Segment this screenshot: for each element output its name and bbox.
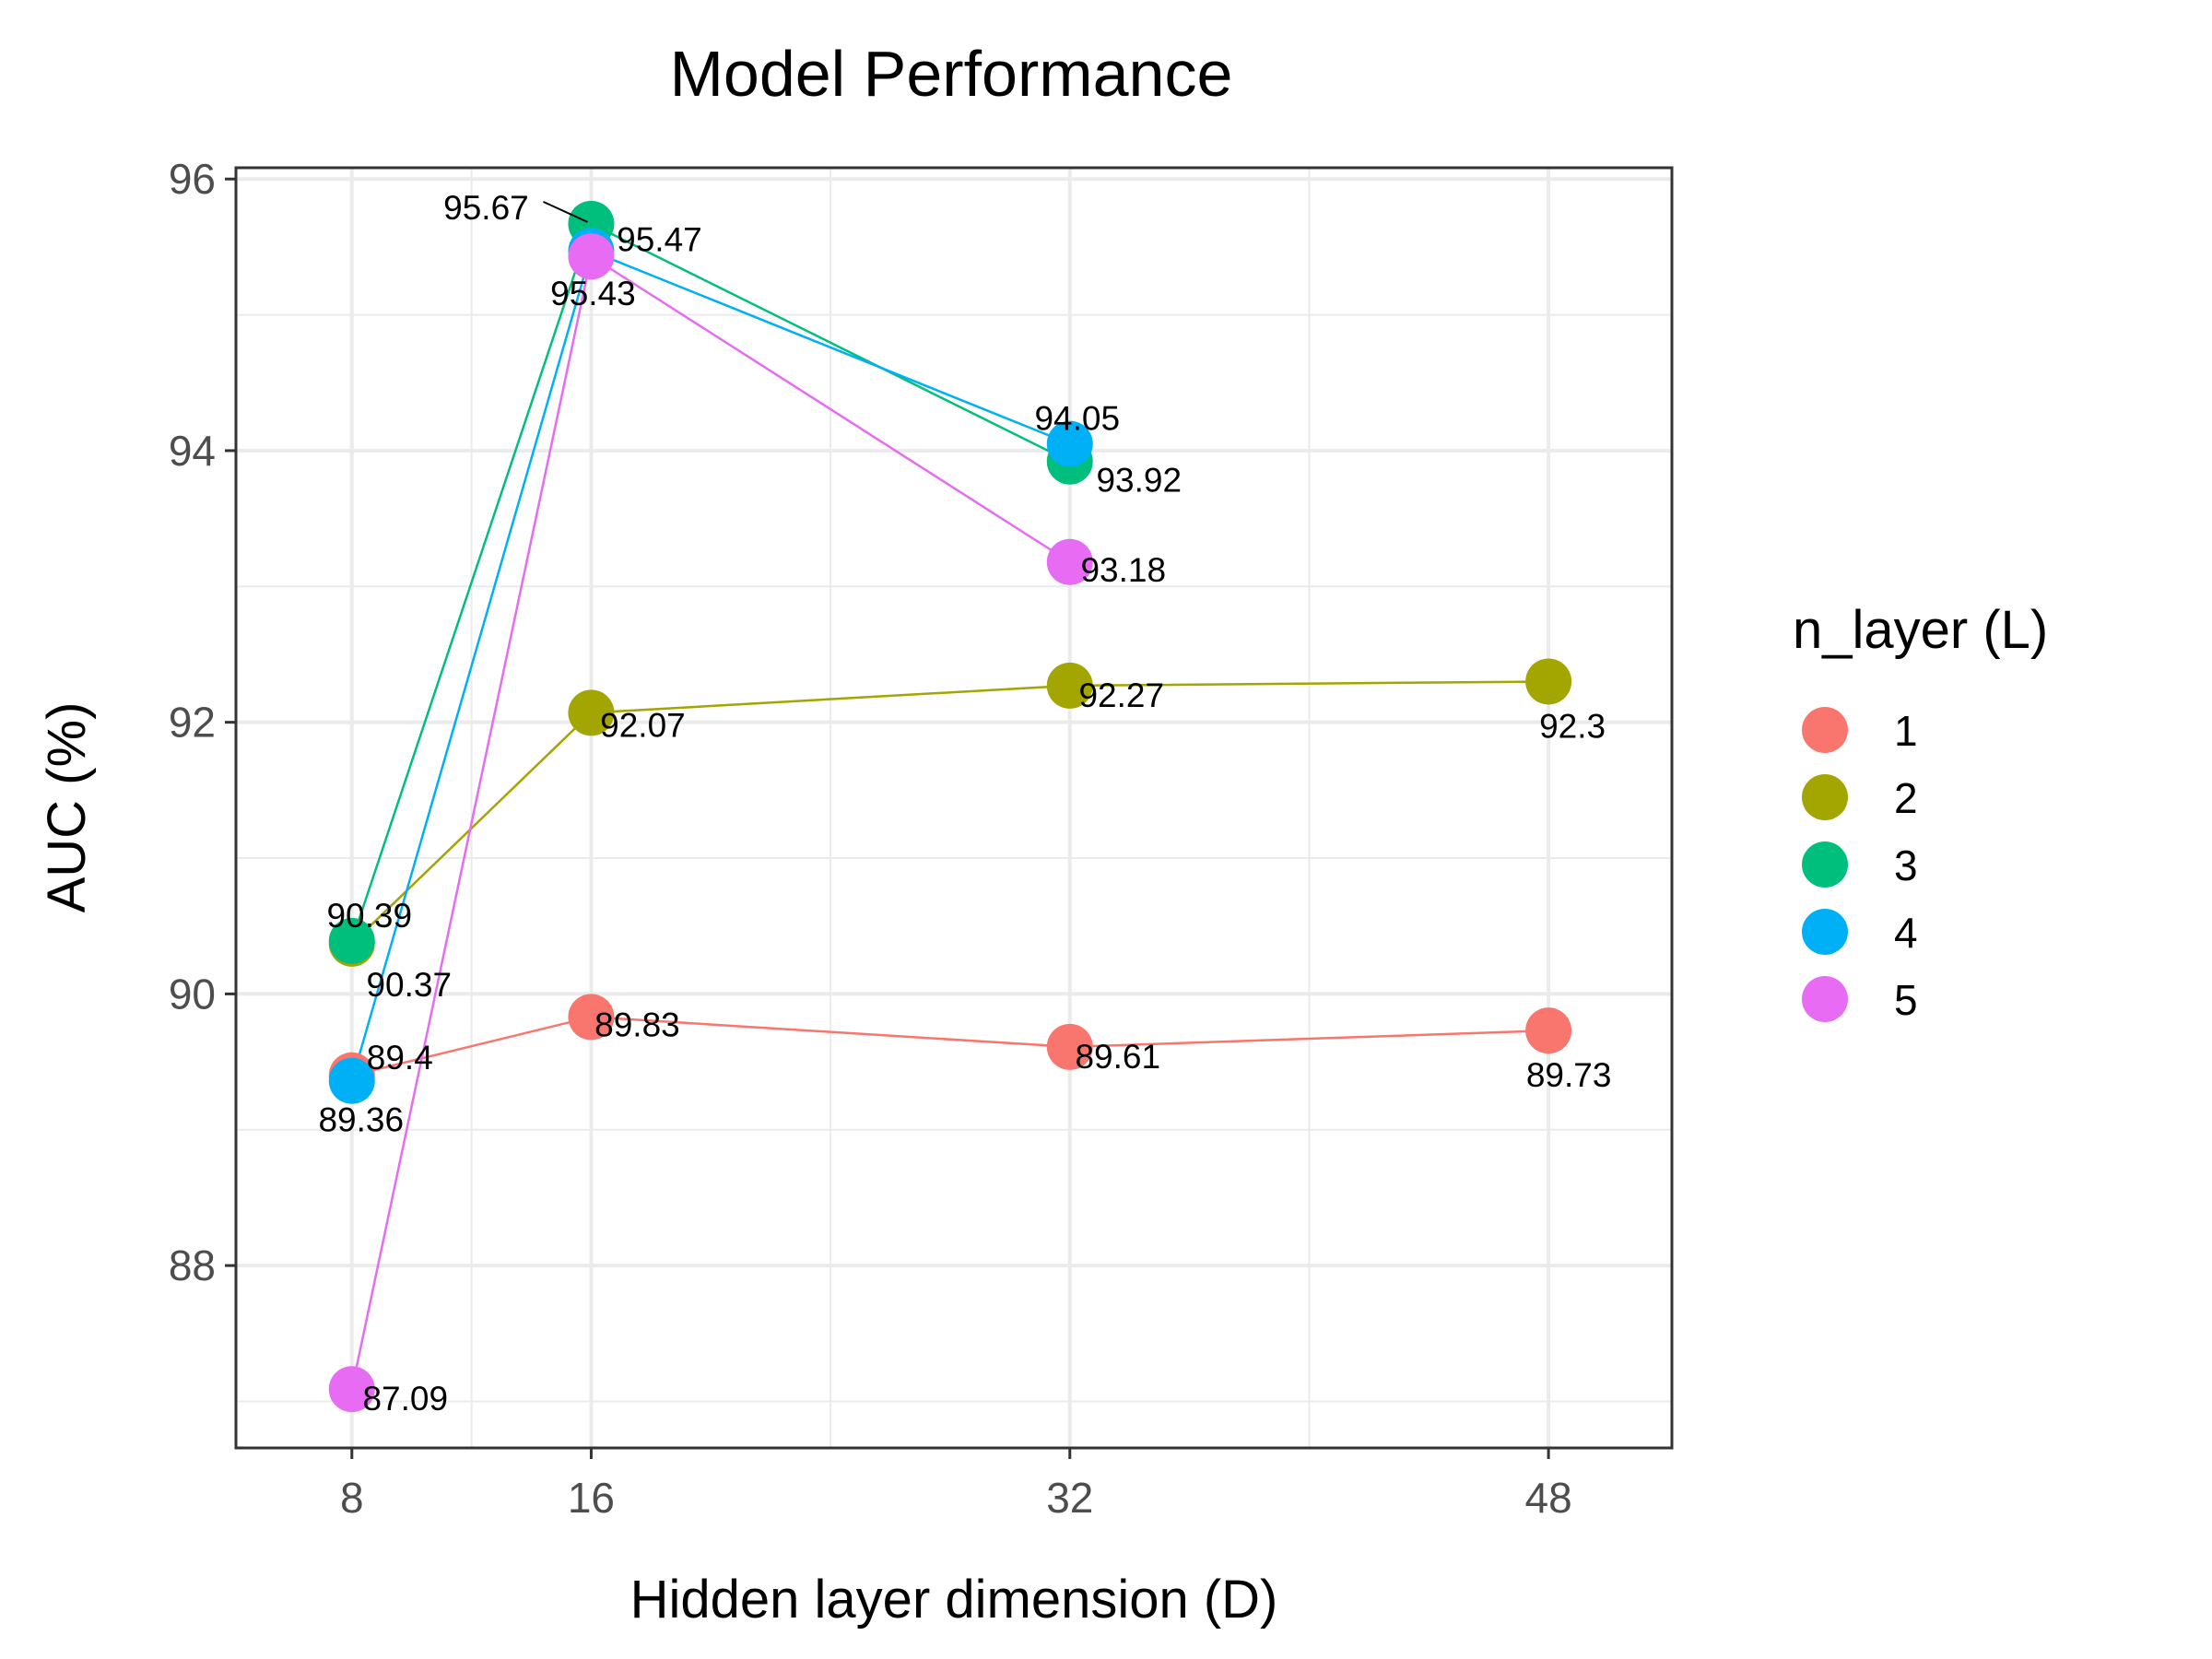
y-tick-label: 92 bbox=[169, 699, 216, 747]
data-point bbox=[1046, 420, 1093, 467]
data-label: 90.39 bbox=[326, 897, 412, 935]
data-point bbox=[328, 1057, 375, 1104]
chart-title: Model Performance bbox=[670, 38, 1233, 110]
x-tick-label: 16 bbox=[568, 1474, 615, 1522]
x-axis-title: Hidden layer dimension (D) bbox=[630, 1570, 1278, 1630]
series-5-points bbox=[328, 233, 1093, 1413]
x-tick-label: 8 bbox=[340, 1474, 364, 1522]
data-label: 93.92 bbox=[1096, 462, 1182, 500]
data-point bbox=[1525, 658, 1572, 705]
data-label: 92.27 bbox=[1078, 677, 1164, 714]
legend-title: n_layer (L) bbox=[1793, 600, 2048, 660]
grid-major bbox=[236, 168, 1672, 1448]
data-label: 95.47 bbox=[617, 220, 702, 258]
data-label: 89.83 bbox=[594, 1006, 680, 1043]
legend-label-4: 4 bbox=[1894, 909, 1918, 957]
y-tick-label: 94 bbox=[169, 427, 216, 475]
data-point bbox=[328, 1366, 375, 1413]
legend-key-5 bbox=[1802, 976, 1848, 1022]
plot-border bbox=[234, 166, 1674, 1450]
data-label: 89.73 bbox=[1526, 1056, 1612, 1094]
data-point bbox=[1046, 662, 1093, 709]
data-label: 89.36 bbox=[318, 1101, 404, 1139]
label-leader-line bbox=[543, 200, 588, 223]
data-label: 89.4 bbox=[367, 1039, 433, 1077]
x-tick-label: 32 bbox=[1046, 1474, 1093, 1522]
data-label: 92.07 bbox=[600, 706, 686, 744]
legend-key-3 bbox=[1802, 841, 1848, 888]
series-line bbox=[351, 1016, 1549, 1077]
data-label: 93.18 bbox=[1080, 551, 1166, 589]
data-point bbox=[328, 917, 375, 964]
data-label: 92.3 bbox=[1539, 707, 1606, 745]
data-label: 89.61 bbox=[1075, 1038, 1160, 1076]
grid-minor bbox=[236, 168, 1672, 1448]
data-point bbox=[568, 689, 615, 736]
legend-label-1: 1 bbox=[1894, 707, 1918, 755]
y-axis-title: AUC (%) bbox=[37, 702, 97, 913]
x-tick-label: 48 bbox=[1525, 1474, 1572, 1522]
legend-key-2 bbox=[1802, 774, 1848, 820]
x-axis: 8 16 32 48 bbox=[340, 1448, 1572, 1522]
series-layer bbox=[328, 200, 1572, 1413]
legend: n_layer (L) 1 2 3 4 5 bbox=[1793, 600, 2048, 1024]
data-labels: 89.4 89.83 89.61 89.73 90.37 92.07 92.27 92.3 90… bbox=[318, 189, 1611, 1418]
data-point bbox=[568, 233, 615, 280]
y-tick-label: 96 bbox=[169, 155, 216, 203]
y-tick-label: 90 bbox=[169, 970, 216, 1018]
legend-label-2: 2 bbox=[1894, 774, 1918, 822]
data-point bbox=[568, 994, 615, 1041]
series-1 bbox=[351, 1016, 1549, 1077]
legend-key-1 bbox=[1802, 707, 1848, 753]
data-label: 94.05 bbox=[1034, 400, 1120, 438]
y-axis: 88 90 92 94 96 bbox=[169, 155, 236, 1289]
data-point bbox=[1525, 1007, 1572, 1054]
legend-key-4 bbox=[1802, 909, 1848, 955]
y-tick-label: 88 bbox=[169, 1241, 216, 1289]
legend-items: 1 2 3 4 5 bbox=[1802, 707, 1918, 1024]
data-label: 95.43 bbox=[550, 275, 636, 312]
data-label: 87.09 bbox=[362, 1380, 448, 1418]
legend-label-3: 3 bbox=[1894, 841, 1918, 889]
legend-label-5: 5 bbox=[1894, 976, 1918, 1024]
data-label: 95.67 bbox=[443, 189, 529, 227]
data-label: 90.37 bbox=[366, 966, 452, 1004]
data-point bbox=[1046, 1023, 1093, 1070]
plot-panel bbox=[236, 168, 1672, 1448]
data-point bbox=[1046, 538, 1093, 585]
